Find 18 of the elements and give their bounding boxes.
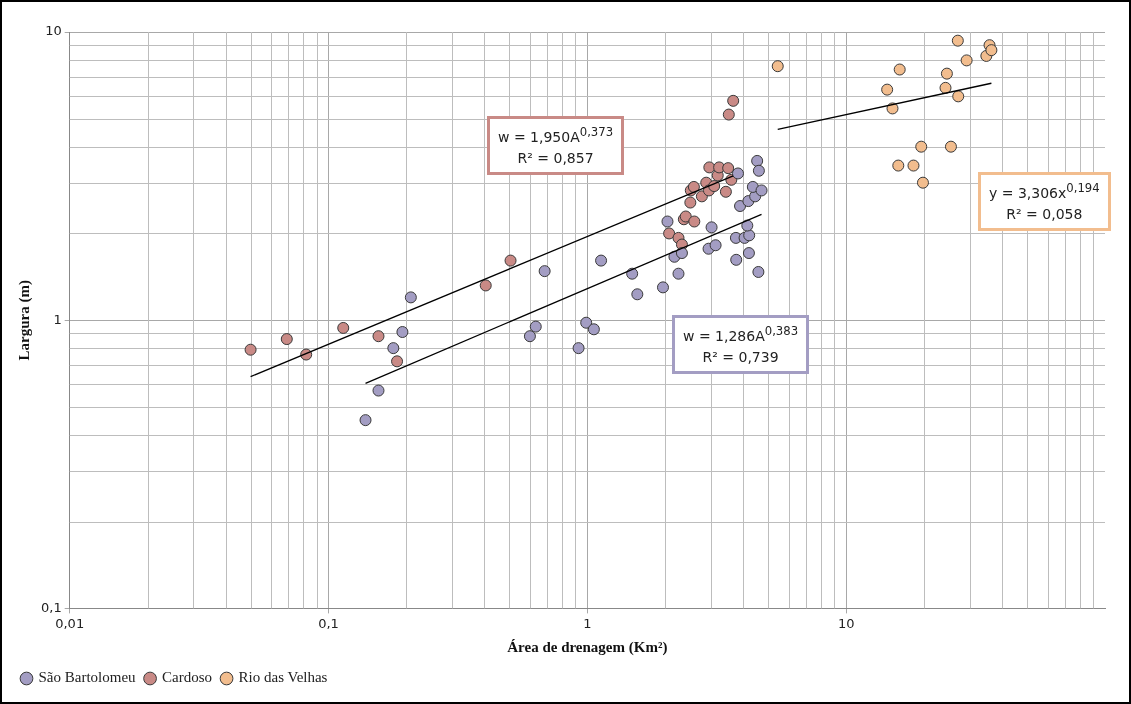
annotation: y = 3,306x$^{0,194}$ [989, 180, 1100, 203]
legend-label: São Bartolomeu [38, 669, 137, 686]
annotation: w = 1,286A$^{0,383}$ [683, 323, 799, 346]
x-axis-title: Área de drenagem (Km²) [507, 638, 668, 656]
annotation: R² = 0,739 [701, 347, 780, 367]
annotation: R² = 0,058 [1005, 204, 1084, 224]
y-tick-label: 10 [45, 23, 62, 39]
y-tick-label: 0,1 [40, 599, 62, 615]
x-tick-label: 10 [837, 615, 855, 631]
x-tick-label: 1 [583, 615, 592, 631]
x-tick-label: 0,01 [55, 615, 85, 631]
x-tick-label: 0,1 [318, 615, 339, 631]
y-axis-title: Largura (m) [15, 280, 33, 361]
annotation: w = 1,950A$^{0,373}$ [498, 124, 614, 147]
legend-label: Cardoso [162, 669, 213, 686]
legend-label: Rio das Velhas [238, 669, 328, 686]
annotation: R² = 0,857 [516, 148, 595, 168]
y-tick-label: 1 [53, 311, 62, 327]
